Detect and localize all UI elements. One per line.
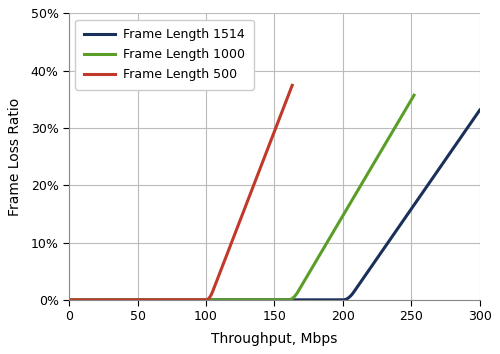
Frame Length 1000 — [395, 120, 401, 125]
Frame Length 1000 — [411, 93, 417, 97]
Line: Frame Length 500: Frame Length 500 — [69, 85, 292, 300]
Frame Length 500 — [232, 232, 238, 236]
Frame Length 1514 — [344, 296, 350, 301]
Frame Length 500 — [174, 298, 180, 302]
Frame Length 1514 — [386, 239, 392, 244]
Frame Length 1000 — [66, 298, 72, 302]
Line: Frame Length 1514: Frame Length 1514 — [69, 110, 480, 300]
Frame Length 500 — [206, 296, 212, 301]
Frame Length 1514 — [422, 186, 428, 190]
X-axis label: Throughput, Mbps: Throughput, Mbps — [211, 332, 338, 346]
Frame Length 500 — [278, 112, 284, 116]
Frame Length 1000 — [290, 296, 296, 301]
Frame Length 500 — [289, 83, 295, 87]
Frame Length 1000 — [328, 235, 334, 239]
Frame Length 500 — [255, 172, 261, 176]
Frame Length 1000 — [146, 298, 152, 302]
Frame Length 1514 — [476, 108, 482, 112]
Frame Length 1514 — [281, 298, 287, 302]
Line: Frame Length 1000: Frame Length 1000 — [69, 95, 414, 300]
Frame Length 1000 — [361, 177, 367, 182]
Frame Length 1514 — [66, 298, 72, 302]
Y-axis label: Frame Loss Ratio: Frame Loss Ratio — [8, 97, 22, 216]
Frame Length 500 — [116, 298, 122, 302]
Frame Length 500 — [66, 298, 72, 302]
Frame Length 1514 — [166, 298, 172, 302]
Legend: Frame Length 1514, Frame Length 1000, Frame Length 500: Frame Length 1514, Frame Length 1000, Fr… — [76, 19, 254, 90]
Frame Length 1514 — [459, 133, 465, 138]
Frame Length 1000 — [238, 298, 244, 302]
